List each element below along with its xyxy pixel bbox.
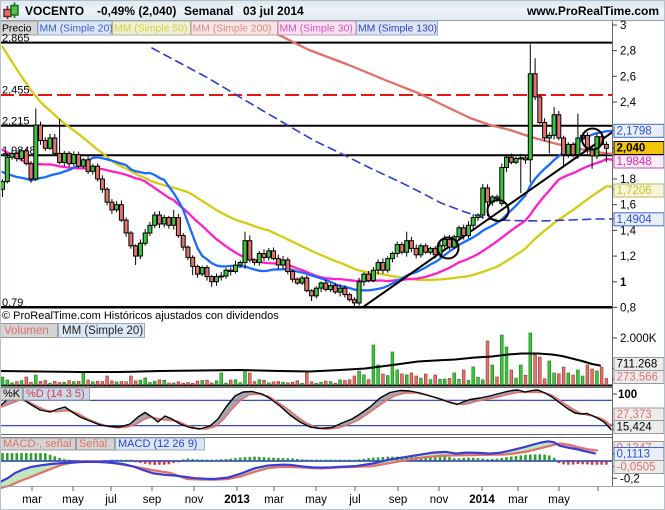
- svg-text:15,424: 15,424: [617, 422, 653, 434]
- svg-text:2,865: 2,865: [2, 32, 30, 44]
- svg-text:2013: 2013: [224, 494, 250, 506]
- svg-text:mar: mar: [264, 494, 284, 506]
- svg-text:1: 1: [620, 277, 627, 289]
- svg-text:Semanal: Semanal: [184, 4, 233, 18]
- svg-text:%D (14 3 5): %D (14 3 5): [26, 388, 85, 400]
- svg-text:MACD-, señal: MACD-, señal: [3, 438, 71, 450]
- svg-text:1,9848: 1,9848: [617, 156, 652, 168]
- svg-text:MM (Simple 130): MM (Simple 130): [358, 23, 437, 34]
- svg-text:2,1798: 2,1798: [617, 126, 652, 138]
- svg-text:0,8: 0,8: [620, 302, 636, 314]
- svg-text:MM (Simple 200): MM (Simple 200): [193, 23, 272, 34]
- svg-text:mar: mar: [508, 494, 528, 506]
- svg-text:2,8: 2,8: [620, 46, 636, 58]
- svg-text:may: may: [62, 494, 84, 506]
- svg-text:jul: jul: [348, 494, 361, 506]
- svg-text:273.566: 273.566: [617, 372, 659, 384]
- svg-text:MACD (12 26 9): MACD (12 26 9): [118, 438, 197, 450]
- svg-text:1,4: 1,4: [620, 225, 637, 237]
- svg-text:2,4: 2,4: [620, 97, 637, 109]
- svg-text:jul: jul: [104, 494, 117, 506]
- svg-text:MM (Simple 20): MM (Simple 20): [40, 23, 113, 34]
- svg-text:3: 3: [620, 20, 626, 32]
- svg-text:sep: sep: [143, 494, 162, 506]
- svg-text:711.268: 711.268: [617, 359, 658, 371]
- svg-text:nov: nov: [430, 494, 449, 506]
- svg-text:2.000K: 2.000K: [620, 333, 657, 345]
- svg-text:%K: %K: [3, 388, 21, 400]
- svg-text:1,4904: 1,4904: [617, 214, 653, 226]
- svg-text:may: may: [305, 494, 327, 506]
- svg-text:sep: sep: [389, 494, 408, 506]
- svg-text:27,373: 27,373: [617, 409, 652, 421]
- svg-text:1,2: 1,2: [620, 251, 636, 263]
- svg-text:2,040: 2,040: [617, 143, 646, 155]
- svg-text:-0,2: -0,2: [620, 473, 640, 485]
- svg-text:03 jul 2014: 03 jul 2014: [243, 4, 304, 18]
- svg-text:0,1113: 0,1113: [617, 449, 650, 461]
- svg-text:© ProRealTime.com Históricos: © ProRealTime.com Históricos ajustados c…: [2, 310, 279, 322]
- svg-text:may: may: [548, 494, 570, 506]
- svg-text:1,6: 1,6: [620, 200, 636, 212]
- svg-text:2,455: 2,455: [2, 85, 30, 97]
- svg-text:mar: mar: [22, 494, 42, 506]
- svg-text:1,8: 1,8: [620, 174, 636, 186]
- svg-text:100: 100: [618, 389, 637, 401]
- svg-text:VOCENTO: VOCENTO: [25, 4, 84, 18]
- svg-text:-0,49% (2,040): -0,49% (2,040): [97, 4, 176, 18]
- svg-text:2,6: 2,6: [620, 71, 636, 83]
- svg-text:www.ProRealTime.com: www.ProRealTime.com: [526, 4, 659, 18]
- svg-text:-0,0505: -0,0505: [617, 462, 656, 474]
- svg-text:Señal: Señal: [79, 438, 107, 450]
- svg-text:nov: nov: [185, 494, 204, 506]
- svg-text:2,215: 2,215: [2, 116, 30, 128]
- svg-text:2014: 2014: [469, 494, 495, 506]
- svg-text:Volumen: Volumen: [4, 325, 49, 337]
- svg-text:MM (Simple 30): MM (Simple 30): [280, 23, 353, 34]
- svg-text:Precio: Precio: [2, 23, 32, 34]
- svg-text:1,7206: 1,7206: [617, 185, 652, 197]
- svg-text:MM (Simple 50): MM (Simple 50): [114, 23, 187, 34]
- svg-text:MM (Simple 20): MM (Simple 20): [62, 325, 143, 337]
- svg-text:0,79: 0,79: [2, 297, 23, 309]
